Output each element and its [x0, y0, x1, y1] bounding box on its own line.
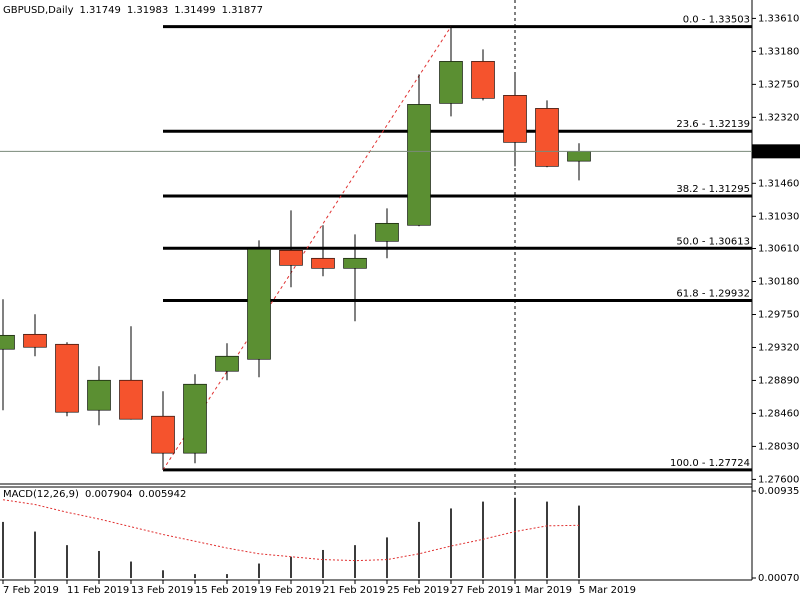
y-tick-label: 1.33610 [758, 13, 799, 24]
x-tick-label: 27 Feb 2019 [451, 585, 513, 596]
candle-body [343, 257, 367, 269]
x-tick-label: 21 Feb 2019 [323, 585, 385, 596]
candle-body [215, 355, 239, 372]
fib-label: 61.8 - 1.29932 [676, 289, 750, 300]
y-tick-label: 1.30180 [758, 277, 799, 288]
y-tick-label: 1.32320 [758, 112, 799, 123]
candle-body [55, 343, 79, 413]
x-tick-label: 1 Mar 2019 [515, 585, 572, 596]
x-tick-label: 15 Feb 2019 [195, 585, 257, 596]
candle-body [279, 249, 303, 266]
y-tick-label: 1.30610 [758, 244, 799, 255]
y-tick-label: 1.28460 [758, 408, 799, 419]
x-tick-label: 7 Feb 2019 [3, 585, 59, 596]
candle-body [0, 334, 15, 350]
fib-label: 38.2 - 1.31295 [676, 184, 750, 195]
ohlc-open: 1.31749 [80, 5, 121, 16]
symbol: GBPUSD,Daily [3, 5, 74, 16]
candle-body [471, 61, 495, 99]
candle-body [535, 108, 559, 167]
chart-header: GBPUSD,Daily 1.31749 1.31983 1.31499 1.31877 [3, 5, 263, 16]
candle-body [151, 415, 175, 454]
y-tick-label: 1.31460 [758, 178, 799, 189]
ohlc-close: 1.31877 [222, 5, 263, 16]
y-tick-label: 1.27600 [758, 474, 799, 485]
y-tick-label: 1.28890 [758, 375, 799, 386]
candle-body [311, 257, 335, 269]
fib-label: 0.0 - 1.33503 [683, 15, 750, 26]
x-tick-label: 13 Feb 2019 [131, 585, 193, 596]
candle-body [87, 379, 111, 411]
y-tick-label: 0.009355 [758, 486, 800, 497]
macd-header: MACD(12,26,9) 0.007904 0.005942 [3, 489, 186, 500]
candle-body [247, 248, 271, 360]
candle-body [375, 222, 399, 242]
y-tick-label: 1.33180 [758, 46, 799, 57]
y-tick-label: 1.31030 [758, 211, 799, 222]
x-tick-label: 5 Mar 2019 [579, 585, 636, 596]
fib-label: 23.6 - 1.32139 [676, 119, 750, 130]
ohlc-low: 1.31499 [174, 5, 215, 16]
x-tick-label: 19 Feb 2019 [259, 585, 321, 596]
candle-body [439, 61, 463, 104]
signal-line [2, 499, 580, 562]
candle-body [503, 95, 527, 143]
candle-body [407, 104, 431, 226]
signal-value: 0.005942 [139, 489, 187, 500]
fib-label: 50.0 - 1.30613 [676, 236, 750, 247]
candle-body [119, 379, 143, 420]
x-tick-label: 25 Feb 2019 [387, 585, 449, 596]
fib-label: 100.0 - 1.27724 [670, 458, 750, 469]
y-tick-label: 1.32750 [758, 79, 799, 90]
y-tick-label: 1.29750 [758, 309, 799, 320]
current-price-box [752, 144, 800, 159]
fib-trendline [162, 26, 452, 471]
ohlc-high: 1.31983 [127, 5, 168, 16]
x-tick-label: 11 Feb 2019 [67, 585, 129, 596]
candle-body [23, 333, 47, 348]
candle-body [183, 383, 207, 454]
macd-value: 0.007904 [85, 489, 133, 500]
current-price-label: 1.31877 [758, 146, 799, 157]
indicator: MACD(12,26,9) [3, 489, 79, 500]
y-tick-label: 1.28030 [758, 441, 799, 452]
y-tick-label: 1.29320 [758, 342, 799, 353]
y-tick-label: 0.000702 [758, 573, 800, 584]
candle-body [567, 151, 591, 162]
